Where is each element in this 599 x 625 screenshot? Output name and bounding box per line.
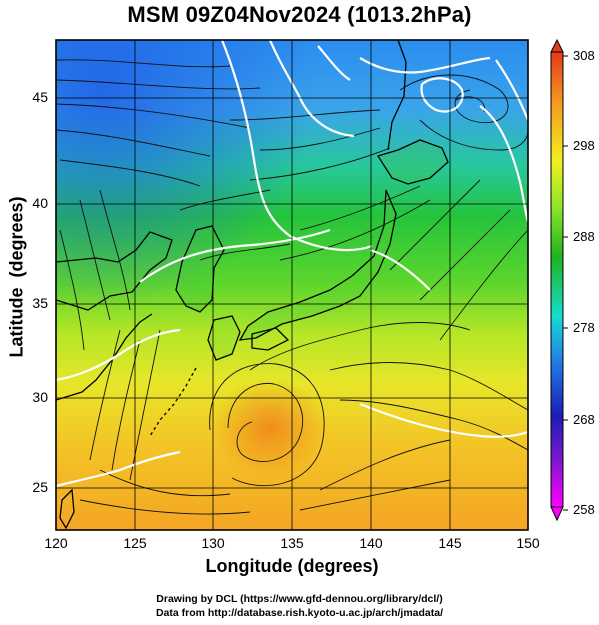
x-tick-label: 125 [123, 535, 147, 551]
graticule [56, 40, 528, 530]
y-tick-label: 25 [32, 479, 48, 495]
credit-drawing: Drawing by DCL (https://www.gfd-dennou.o… [156, 593, 443, 605]
x-tick-label: 135 [280, 535, 304, 551]
ryukyu [149, 367, 197, 437]
credit-data: Data from http://database.rish.kyoto-u.a… [155, 607, 444, 619]
y-tick-label: 35 [32, 295, 48, 311]
x-tick-label: 150 [516, 535, 540, 551]
colorbar-tick-label: 298 [573, 138, 595, 153]
x-tick-label: 120 [44, 535, 68, 551]
x-axis-label: Longitude (degrees) [205, 556, 379, 576]
shikoku [251, 327, 290, 351]
hokkaido [376, 139, 449, 185]
korea-coast [175, 225, 225, 313]
china-coast [56, 231, 173, 311]
colorbar-min-arrow [550, 506, 564, 522]
x-tick-label: 140 [359, 535, 383, 551]
colorbar-tick-label: 288 [573, 229, 595, 244]
map-title: MSM 09Z04Nov2024 (1013.2hPa) [127, 2, 472, 27]
plot-frame [55, 39, 529, 531]
coastlines [56, 40, 449, 530]
colorbar-scale [550, 51, 564, 508]
taiwan [59, 488, 75, 530]
china-south-coast [56, 313, 153, 401]
y-tick-label: 40 [32, 195, 48, 211]
kyushu [207, 315, 241, 361]
y-axis-label: Latitude (degrees) [6, 196, 27, 358]
honshu [238, 189, 397, 341]
colorbar-tick-label: 308 [573, 48, 595, 63]
x-tick-label: 130 [201, 535, 225, 551]
y-tick-label: 45 [32, 89, 48, 105]
colorbar-max-arrow [550, 38, 564, 53]
wind-streamlines [56, 59, 528, 515]
x-tick-label: 145 [438, 535, 462, 551]
colorbar [550, 38, 568, 522]
colorbar-tick-label: 278 [573, 320, 595, 335]
sakhalin [387, 40, 407, 151]
colorbar-tick-label: 258 [573, 502, 595, 517]
colorbar-tick-label: 268 [573, 412, 595, 427]
y-tick-label: 30 [32, 389, 48, 405]
